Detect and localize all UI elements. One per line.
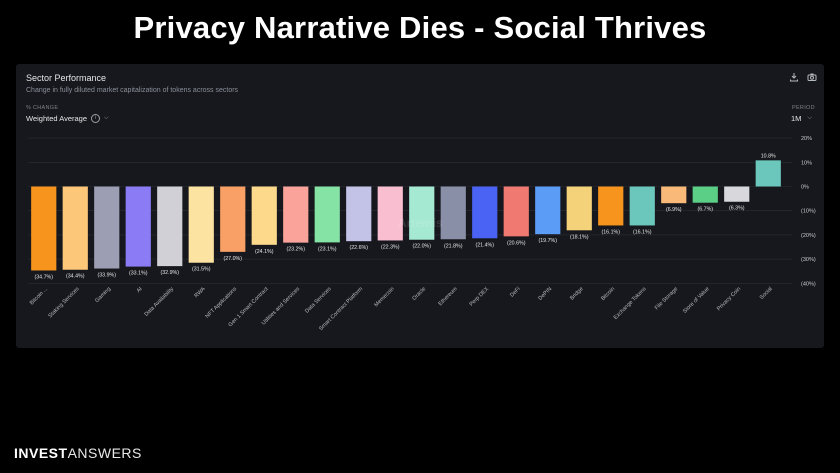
data-label: (33.9%) bbox=[97, 273, 116, 279]
bar[interactable] bbox=[220, 186, 246, 252]
method-value: Weighted Average bbox=[26, 114, 88, 123]
x-tick-label: DeFi bbox=[509, 286, 521, 298]
camera-icon[interactable] bbox=[806, 72, 817, 83]
x-tick-label: Perp DEX bbox=[469, 286, 491, 308]
x-tick-label: NFT Applications bbox=[205, 286, 239, 320]
data-label: (16.1%) bbox=[633, 229, 652, 235]
bar[interactable] bbox=[31, 186, 57, 271]
x-tick-label: Ethereum bbox=[438, 286, 459, 307]
method-select[interactable]: Weighted Average i ⌵ bbox=[26, 114, 109, 123]
bar[interactable] bbox=[125, 186, 151, 267]
bar[interactable] bbox=[62, 186, 88, 270]
bar[interactable] bbox=[692, 186, 718, 203]
y-tick-label: 10% bbox=[801, 160, 812, 166]
data-label: (34.4%) bbox=[66, 274, 85, 280]
data-label: (22.3%) bbox=[381, 244, 400, 250]
data-label: (31.5%) bbox=[192, 267, 211, 273]
y-tick-label: (10%) bbox=[801, 209, 816, 215]
data-label: (19.7%) bbox=[538, 238, 557, 244]
x-tick-label: Bitcoin ... bbox=[29, 286, 50, 307]
bar[interactable] bbox=[440, 186, 466, 240]
x-tick-label: AI bbox=[136, 286, 144, 294]
sector-performance-panel: Sector Performance Change in fully dilut… bbox=[16, 64, 824, 348]
data-label: (23.2%) bbox=[286, 247, 305, 253]
data-label: (34.7%) bbox=[34, 274, 53, 280]
x-tick-label: Social bbox=[759, 286, 774, 301]
bar[interactable] bbox=[566, 186, 592, 231]
x-tick-label: Staking Services bbox=[47, 286, 80, 319]
panel-subtitle: Change in fully diluted market capitaliz… bbox=[26, 87, 239, 94]
x-tick-label: File Storage bbox=[654, 286, 679, 311]
data-label: 10.8% bbox=[761, 153, 776, 159]
bars bbox=[31, 160, 781, 271]
method-label: % CHANGE bbox=[26, 105, 59, 111]
period-value: 1M bbox=[791, 114, 802, 123]
data-label: (6.9%) bbox=[666, 207, 682, 213]
x-tick-label: Data Services bbox=[304, 286, 333, 315]
data-label: (27.0%) bbox=[223, 256, 242, 262]
x-tick-label: RWA bbox=[194, 286, 207, 299]
data-label: (22.6%) bbox=[349, 245, 368, 251]
y-tick-labels: 20% 10% 0% (10%) (20%) (30%) (40%) bbox=[801, 136, 816, 287]
download-icon[interactable] bbox=[788, 72, 799, 83]
x-tick-label: Exchange Tokens bbox=[613, 286, 648, 321]
x-tick-label: DePIN bbox=[537, 286, 553, 302]
x-tick-label: Gaming bbox=[94, 286, 112, 304]
x-tick-label: Bitcoin bbox=[600, 286, 616, 302]
data-label: (16.1%) bbox=[601, 229, 620, 235]
y-tick-label: (40%) bbox=[801, 281, 816, 287]
bar[interactable] bbox=[409, 186, 435, 240]
chevron-down-icon: ⌵ bbox=[807, 115, 812, 121]
x-tick-label: Oracle bbox=[411, 286, 427, 302]
data-label: (18.1%) bbox=[570, 234, 589, 240]
y-tick-label: 0% bbox=[801, 185, 809, 191]
bar[interactable] bbox=[251, 186, 277, 245]
x-tick-label: Memecoin bbox=[373, 286, 395, 308]
chevron-down-icon: ⌵ bbox=[104, 115, 109, 121]
bar-chart: (34.7%) (34.4%) (33.9%) (33.1%) (32.9%) (31.5… bbox=[28, 136, 816, 332]
bar[interactable] bbox=[472, 186, 498, 239]
data-label: (6.7%) bbox=[697, 207, 713, 213]
data-label: (24.1%) bbox=[255, 249, 274, 255]
data-label: (33.1%) bbox=[129, 271, 148, 277]
data-label: (22.0%) bbox=[412, 244, 431, 250]
bar[interactable] bbox=[661, 186, 687, 204]
info-icon[interactable]: i bbox=[91, 114, 101, 123]
x-tick-labels: Bitcoin ...Staking Services Gaming AI Data … bbox=[29, 286, 774, 332]
bar[interactable] bbox=[755, 160, 781, 187]
bar[interactable] bbox=[503, 186, 529, 237]
bar[interactable] bbox=[314, 186, 340, 243]
headline: Privacy Narrative Dies - Social Thrives bbox=[133, 10, 707, 45]
bar[interactable] bbox=[283, 186, 309, 243]
bar[interactable] bbox=[377, 186, 403, 241]
data-label: (32.9%) bbox=[160, 270, 179, 276]
value-labels: (34.7%) (34.4%) (33.9%) (33.1%) (32.9%) (31.5… bbox=[34, 153, 776, 280]
bar[interactable] bbox=[157, 186, 183, 267]
period-label: PERIOD bbox=[792, 105, 815, 111]
bar[interactable] bbox=[724, 186, 750, 202]
data-label: (6.3%) bbox=[729, 206, 745, 212]
bar[interactable] bbox=[535, 186, 561, 235]
data-label: (20.6%) bbox=[507, 240, 526, 246]
x-tick-label: Bridge bbox=[569, 286, 584, 301]
brand-logo: INVESTANSWERS bbox=[14, 445, 142, 461]
y-tick-label: (20%) bbox=[801, 233, 816, 239]
y-tick-label: (30%) bbox=[801, 257, 816, 263]
panel-title: Sector Performance bbox=[26, 73, 107, 83]
x-tick-label: Store of Value bbox=[682, 286, 711, 315]
bar[interactable] bbox=[346, 186, 372, 242]
bar[interactable] bbox=[94, 186, 120, 269]
y-tick-label: 20% bbox=[801, 136, 812, 142]
bar[interactable] bbox=[629, 186, 655, 226]
data-label: (23.1%) bbox=[318, 246, 337, 252]
period-select[interactable]: 1M ⌵ bbox=[791, 114, 812, 123]
data-label: (21.8%) bbox=[444, 243, 463, 249]
x-tick-label: Privacy Coin bbox=[716, 286, 742, 312]
data-label: (21.4%) bbox=[475, 242, 494, 248]
x-tick-label: Data Availability bbox=[144, 286, 176, 318]
bar[interactable] bbox=[598, 186, 624, 226]
watermark: Artemis bbox=[398, 216, 443, 230]
bar[interactable] bbox=[188, 186, 214, 263]
